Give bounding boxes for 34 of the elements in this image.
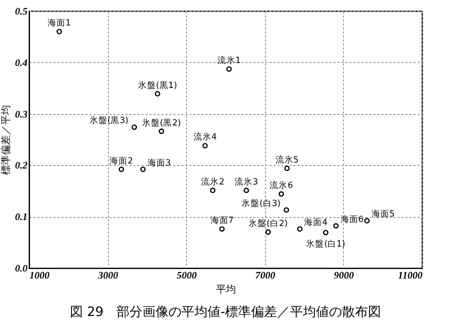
x-tick-label: 11000 xyxy=(398,270,422,282)
annotation: 氷盤(黒3) xyxy=(89,115,128,126)
annotation: 流氷5 xyxy=(275,154,299,166)
annotation: 氷盤(白2) xyxy=(248,218,288,230)
annotation: 氷盤(白1) xyxy=(306,238,346,250)
text: 図 29 部分画像の平均値-標準偏差／平均値の散布図 xyxy=(70,305,382,320)
x-tick-label: 9000 xyxy=(334,270,354,282)
annotation: 流氷4 xyxy=(193,132,217,143)
x-tick-label: 3000 xyxy=(97,270,118,282)
annotation: 氷盤(黒2) xyxy=(142,117,181,128)
x-axis-title: 平均 xyxy=(216,284,236,296)
annotation: 海面7 xyxy=(210,214,234,226)
y-axis-title: 標準偏差／平均 xyxy=(0,105,12,175)
annotation: 海面5 xyxy=(371,208,395,220)
annotation: 流氷2 xyxy=(201,176,224,188)
annotation: 海面4 xyxy=(304,216,328,228)
annotation: 流氷6 xyxy=(270,180,294,191)
annotation: 海面6 xyxy=(340,214,364,225)
y-tick-label: 0.5 xyxy=(15,6,28,18)
y-tick-label: 0.3 xyxy=(15,109,28,120)
annotation: 氷盤(白3) xyxy=(241,198,281,209)
x-tick-label: 7000 xyxy=(255,270,276,282)
annotation: 海面3 xyxy=(147,157,171,168)
y-tick-label: 0.1 xyxy=(15,212,28,224)
annotation: 海面1 xyxy=(48,18,71,29)
y-tick-label: 0.0 xyxy=(15,264,28,274)
annotation: 流氷3 xyxy=(234,176,258,188)
y-tick-label: 0.4 xyxy=(15,58,28,69)
x-tick-label: 1000 xyxy=(30,270,50,282)
annotation: 海面2 xyxy=(110,155,134,166)
annotation: 氷盤(黒1) xyxy=(138,80,178,91)
x-tick-label: 5000 xyxy=(176,270,197,282)
y-tick-label: 0.2 xyxy=(15,160,28,172)
annotation: 流氷1 xyxy=(217,55,241,66)
